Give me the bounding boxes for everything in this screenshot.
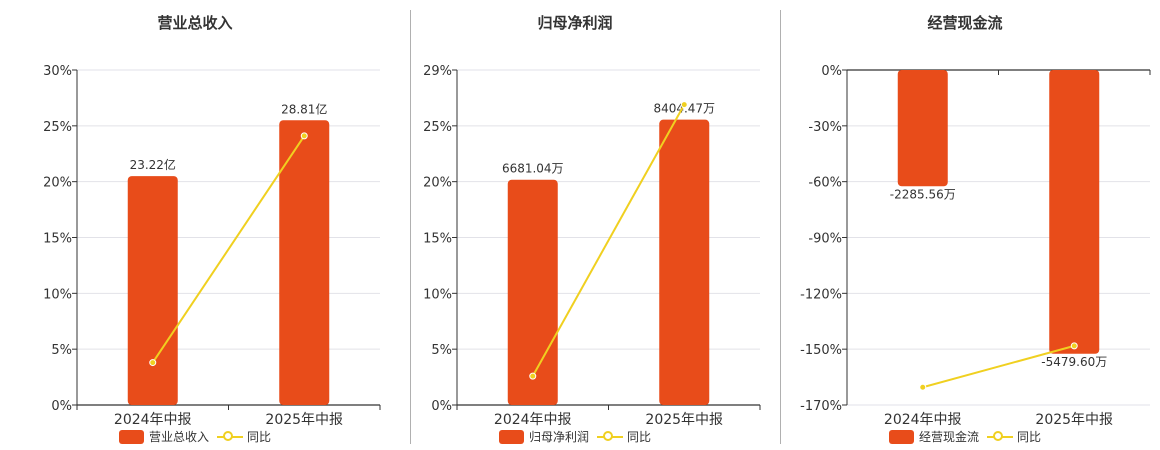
y-tick-label: 15% [423, 232, 452, 247]
y-tick-label: 10% [43, 287, 72, 302]
y-tick-label: -120% [800, 287, 842, 302]
net-profit-panel: 归母净利润 29% 25% 20% 15% 10% 5% 0% 6681.04万 8404.47… [380, 0, 770, 450]
y-tick-label: 5% [431, 343, 452, 358]
yoy-line [531, 104, 686, 377]
y-tick-label: -90% [808, 232, 842, 247]
legend-line-swatch [987, 430, 1013, 444]
legend-item-bar[interactable]: 归母净利润 [498, 428, 589, 445]
legend-item-line[interactable]: 同比 [217, 428, 271, 445]
y-tick-label: 20% [43, 176, 72, 191]
bar [659, 119, 710, 405]
y-tick-label: -60% [808, 176, 842, 191]
y-tick-label: 30% [43, 64, 72, 79]
legend-label: 营业总收入 [148, 430, 209, 444]
x-tick-label: 2024年中报 [114, 412, 192, 428]
cash-flow-panel: 经营现金流 0% -30% -60% -90% -120% -150% -170% -2285… [770, 0, 1160, 450]
y-tick-label: 25% [43, 120, 72, 135]
bar-value-label: 8404.47万 [653, 102, 715, 116]
y-tick-label: 10% [423, 287, 452, 302]
legend-label: 同比 [247, 430, 272, 444]
bar [1049, 70, 1100, 354]
legend-bar-swatch [498, 429, 524, 444]
legend-line-swatch [597, 430, 623, 444]
legend: 归母净利润 同比 [380, 428, 770, 445]
legend-line-swatch [217, 430, 243, 444]
legend-item-line[interactable]: 同比 [987, 428, 1041, 445]
legend-label: 经营现金流 [918, 430, 979, 444]
bar [279, 120, 330, 405]
yoy-point [300, 132, 308, 140]
bar [507, 179, 558, 405]
yoy-point [1070, 342, 1078, 350]
legend: 营业总收入 同比 [0, 428, 390, 445]
x-tick-label: 2025年中报 [265, 412, 343, 428]
chart-title: 营业总收入 [157, 14, 233, 32]
yoy-point [919, 383, 927, 391]
legend-label: 同比 [1017, 430, 1042, 444]
y-tick-label: 5% [51, 343, 72, 358]
yoy-line [151, 135, 306, 364]
legend-item-line[interactable]: 同比 [597, 428, 651, 445]
panel-divider [410, 10, 411, 444]
cash-flow-chart: 0% -30% -60% -90% -120% -150% -170% -2285.56万 -5… [800, 64, 1151, 428]
yoy-point [680, 101, 688, 109]
chart-title: 归母净利润 [537, 14, 613, 32]
yoy-line [922, 344, 1075, 389]
revenue-panel: 营业总收入 30% 25% 20% 15% 10% 5% 0% 23.22亿 28.81亿 202… [0, 0, 390, 450]
bar [127, 176, 178, 405]
legend-bar-swatch [888, 429, 914, 444]
yoy-point [529, 372, 537, 380]
legend-item-bar[interactable]: 营业总收入 [118, 428, 209, 445]
bar-value-label: -5479.60万 [1041, 355, 1107, 369]
legend-label: 归母净利润 [528, 430, 589, 444]
y-tick-label: 25% [423, 120, 452, 135]
y-tick-label: 15% [43, 232, 72, 247]
panel-divider [780, 10, 781, 444]
y-tick-label: -30% [808, 120, 842, 135]
x-tick-label: 2025年中报 [645, 412, 723, 428]
bar-value-label: 23.22亿 [130, 157, 176, 172]
net-profit-chart: 29% 25% 20% 15% 10% 5% 0% 6681.04万 8404.47万 2024年… [423, 64, 761, 428]
y-tick-label: -150% [800, 343, 842, 358]
legend-bar-swatch [118, 429, 144, 444]
legend: 经营现金流 同比 [770, 428, 1160, 445]
bar-value-label: 6681.04万 [502, 162, 564, 176]
x-tick-label: 2024年中报 [884, 412, 962, 428]
x-tick-label: 2024年中报 [494, 412, 572, 428]
yoy-point [149, 359, 157, 367]
y-tick-label: 0% [821, 64, 842, 79]
chart-title: 经营现金流 [927, 14, 1003, 32]
y-tick-label: 0% [51, 399, 72, 414]
x-tick-label: 2025年中报 [1035, 412, 1113, 428]
revenue-chart: 30% 25% 20% 15% 10% 5% 0% 23.22亿 28.81亿 2024年中报 20… [43, 64, 381, 428]
y-tick-label: 29% [423, 64, 452, 79]
y-tick-label: 0% [431, 399, 452, 414]
legend-label: 同比 [627, 430, 652, 444]
y-tick-label: 20% [423, 176, 452, 191]
legend-item-bar[interactable]: 经营现金流 [888, 428, 979, 445]
bar [897, 70, 948, 187]
bar-value-label: -2285.56万 [890, 187, 956, 201]
bar-value-label: 28.81亿 [281, 101, 327, 116]
y-tick-label: -170% [800, 399, 842, 414]
